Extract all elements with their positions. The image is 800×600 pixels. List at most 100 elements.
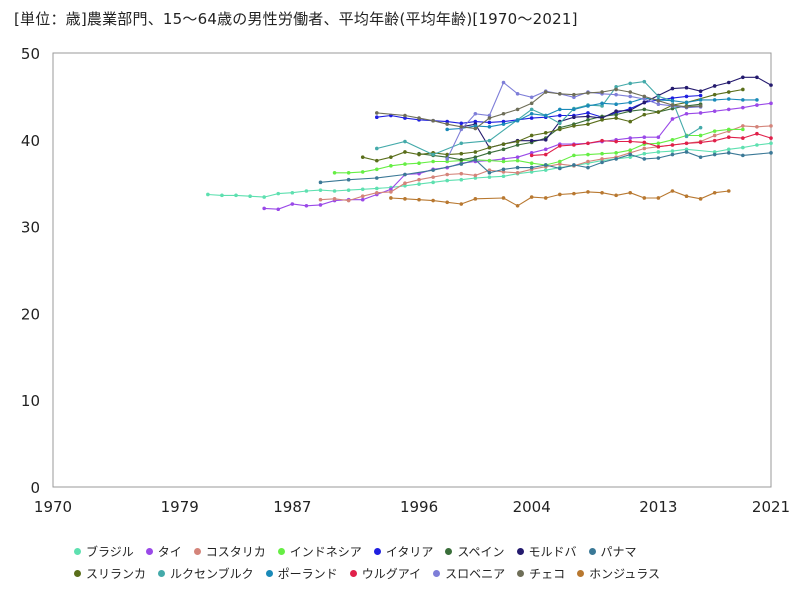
x-tick-label: 1970 xyxy=(34,498,72,516)
data-point xyxy=(698,140,703,145)
legend-item: イタリア xyxy=(373,543,433,560)
tick-labels: 0 10 20 30 40 50 1970 1979 1987 1996 2004 2013 2021 xyxy=(21,45,790,516)
data-point xyxy=(445,127,449,132)
x-tick-label: 1979 xyxy=(161,498,199,516)
data-point xyxy=(346,177,351,182)
data-point xyxy=(501,174,506,179)
data-point xyxy=(515,91,520,96)
axes xyxy=(52,52,772,488)
legend-item: チェコ xyxy=(517,565,565,582)
data-point xyxy=(501,142,506,146)
data-point xyxy=(459,157,464,162)
data-point xyxy=(332,189,337,193)
data-point xyxy=(248,194,252,199)
data-point xyxy=(769,151,773,155)
data-point xyxy=(586,118,590,122)
data-point xyxy=(656,102,661,107)
data-point xyxy=(360,197,365,202)
data-point xyxy=(473,155,478,159)
data-point xyxy=(769,124,773,128)
x-tick-label: 2021 xyxy=(752,498,790,516)
data-point xyxy=(642,112,647,117)
data-point xyxy=(558,91,562,96)
data-point xyxy=(642,140,647,145)
data-point xyxy=(670,152,675,157)
data-point xyxy=(318,180,323,185)
data-point xyxy=(558,113,562,118)
data-point xyxy=(501,147,506,152)
data-point xyxy=(417,182,421,186)
data-point xyxy=(529,161,534,166)
data-point xyxy=(375,186,379,191)
y-tick-label: 10 xyxy=(21,392,40,410)
data-point xyxy=(431,159,435,164)
data-point xyxy=(741,127,745,132)
data-point xyxy=(614,85,618,89)
data-point xyxy=(558,159,562,164)
series-line xyxy=(334,128,743,174)
legend-item: ホンジュラス xyxy=(577,565,660,582)
data-point xyxy=(473,176,478,180)
legend-swatch xyxy=(373,547,381,555)
data-point xyxy=(431,152,435,157)
data-point xyxy=(529,107,534,112)
data-point xyxy=(642,151,647,156)
data-point xyxy=(670,86,675,91)
legend-swatch xyxy=(277,547,285,555)
data-point xyxy=(431,118,435,123)
series-line xyxy=(531,133,772,156)
data-point xyxy=(487,168,492,172)
data-point xyxy=(698,98,703,102)
legend-label: ブラジル xyxy=(86,544,134,559)
legend-swatch xyxy=(588,547,596,555)
series-13 xyxy=(375,87,703,131)
data-point xyxy=(684,150,689,154)
data-point xyxy=(459,202,464,206)
legend-label: タイ xyxy=(157,544,182,559)
data-point xyxy=(262,195,266,199)
data-point xyxy=(445,119,449,124)
series-11 xyxy=(529,131,773,158)
series-14 xyxy=(389,189,731,208)
data-point xyxy=(628,190,633,195)
data-point xyxy=(445,172,449,177)
legend-row: スリランカ ルクセンブルク ポーランド ウルグアイ スロベニア チェコ ホンジュラス xyxy=(74,562,754,584)
data-point xyxy=(445,152,449,157)
data-point xyxy=(572,191,576,196)
data-point xyxy=(628,81,633,86)
data-point xyxy=(403,150,407,154)
data-point xyxy=(543,131,548,135)
data-point xyxy=(586,111,590,115)
data-point xyxy=(656,98,661,103)
data-point xyxy=(529,101,534,106)
data-point xyxy=(529,138,534,143)
data-point xyxy=(628,119,633,124)
data-point xyxy=(726,189,731,193)
data-point xyxy=(543,196,548,200)
data-point xyxy=(403,197,407,201)
data-point xyxy=(459,162,464,166)
y-tick-label: 40 xyxy=(21,132,40,150)
data-point xyxy=(375,190,379,195)
data-point xyxy=(628,100,633,105)
data-point xyxy=(501,167,506,172)
data-point xyxy=(600,190,604,195)
data-point xyxy=(600,101,604,106)
data-point xyxy=(360,170,365,174)
data-point xyxy=(712,92,717,97)
data-point xyxy=(698,93,703,98)
data-point xyxy=(389,164,393,168)
data-point xyxy=(375,167,379,172)
data-point xyxy=(543,152,548,157)
data-point xyxy=(741,98,745,102)
data-point xyxy=(501,80,506,85)
data-point xyxy=(487,151,492,155)
data-point xyxy=(529,165,534,170)
data-point xyxy=(642,97,647,101)
data-point xyxy=(698,125,703,130)
data-point xyxy=(360,194,365,199)
data-point xyxy=(684,141,689,146)
data-point xyxy=(670,103,675,107)
data-point xyxy=(586,91,590,95)
data-point xyxy=(558,127,562,132)
